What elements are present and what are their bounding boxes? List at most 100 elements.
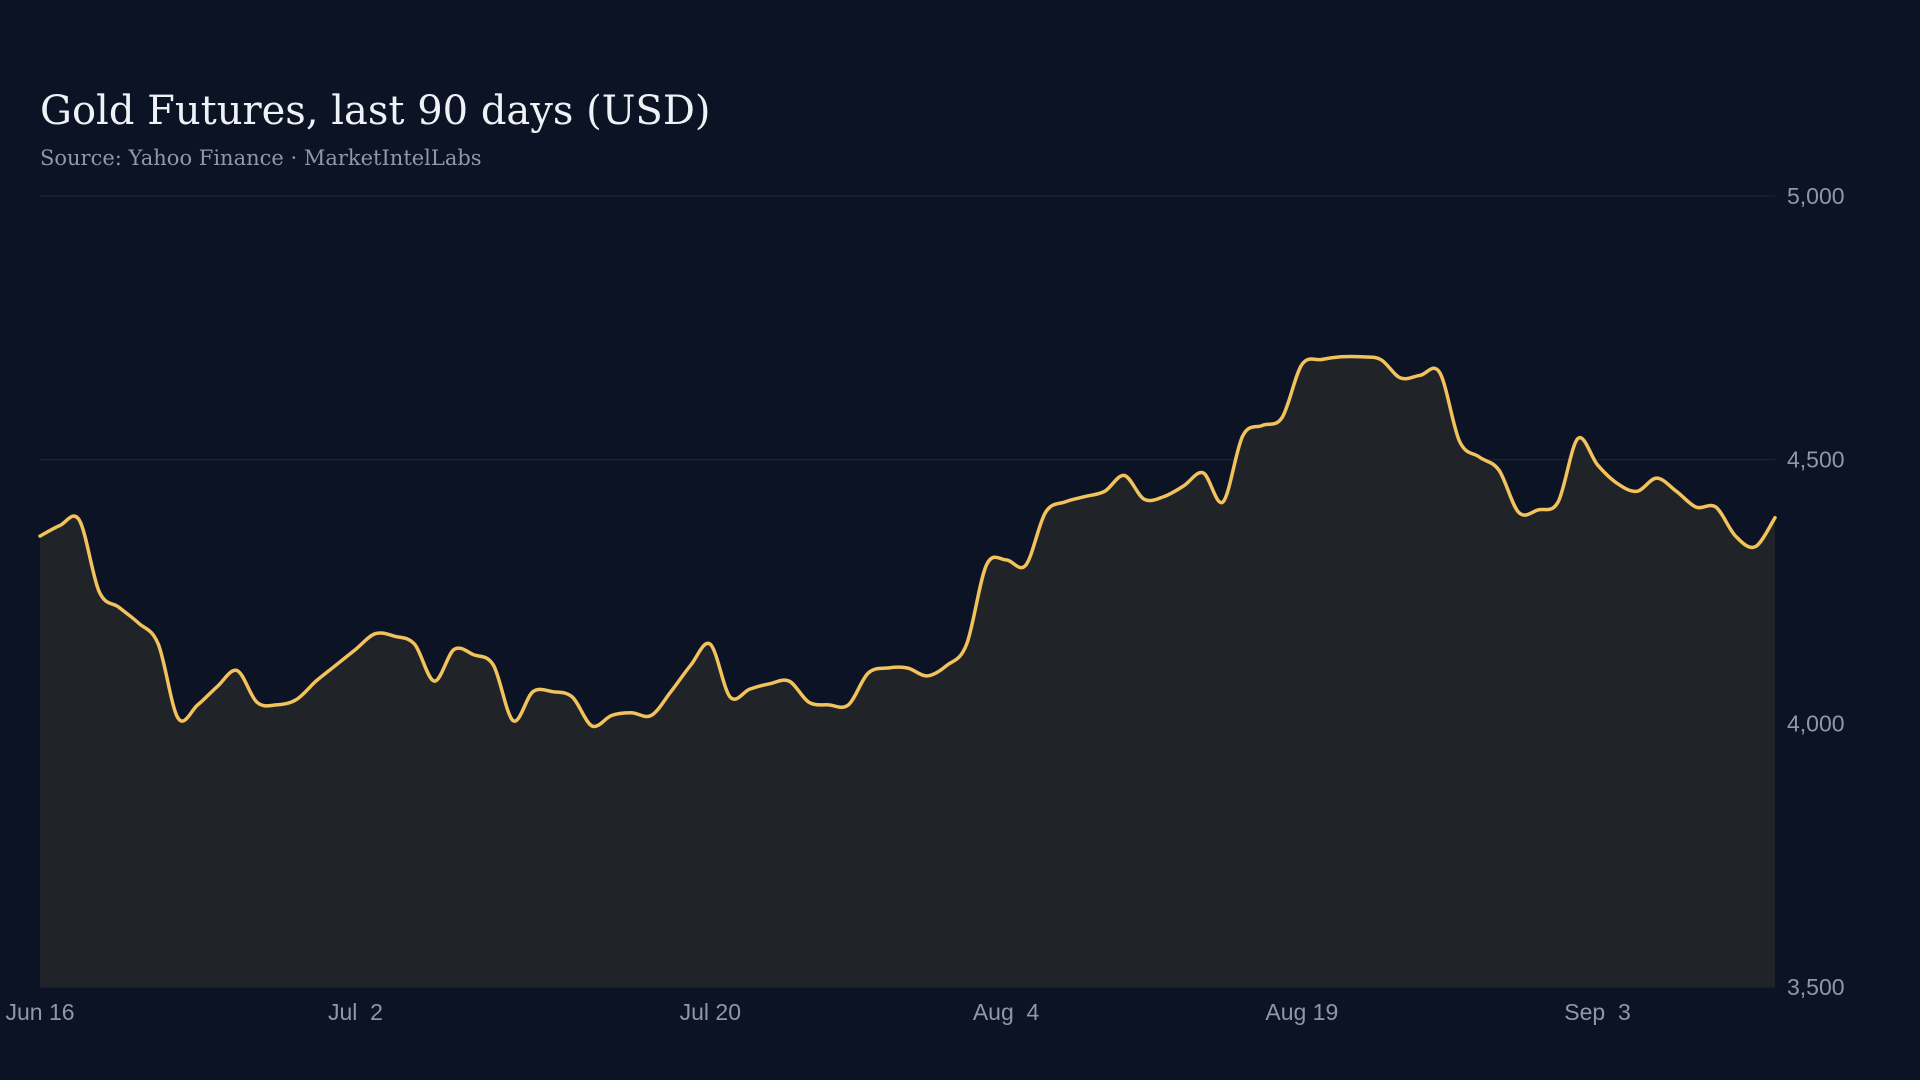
data-point-jul-5	[413, 642, 417, 646]
data-point-jun-30	[314, 679, 318, 683]
y-axis: 3,500 4,000 4,500 5,000	[1787, 183, 1845, 1000]
data-point-sep-10	[1734, 534, 1738, 538]
data-point-aug-7	[1063, 500, 1067, 504]
data-point-jul-14	[590, 724, 594, 728]
data-point-jun-23	[176, 716, 180, 720]
data-point-aug-25	[1418, 373, 1422, 377]
data-point-aug-20	[1320, 358, 1324, 362]
data-point-jul-21	[728, 695, 732, 699]
x-tick-label: Jul 20	[680, 999, 741, 1025]
data-point-jun-22	[156, 642, 160, 646]
data-point-jul-17	[649, 713, 653, 717]
data-point-sep-7	[1674, 489, 1678, 493]
data-point-jul-13	[570, 695, 574, 699]
data-point-jul-12	[551, 690, 555, 694]
data-point-jul-25	[807, 700, 811, 704]
y-tick-label: 3,500	[1787, 974, 1845, 1000]
y-tick-label: 4,000	[1787, 710, 1845, 736]
data-point-aug-9	[1103, 489, 1107, 493]
data-point-aug-18	[1280, 416, 1284, 420]
data-point-jul-15	[610, 713, 614, 717]
data-point-jun-29	[294, 698, 298, 702]
data-point-aug-15	[1221, 500, 1225, 504]
data-point-sep-11	[1753, 545, 1757, 549]
data-point-aug-19	[1300, 363, 1304, 367]
data-point-sep-3	[1596, 463, 1600, 467]
data-point-jul-7	[452, 648, 456, 652]
data-point-jul-24	[787, 679, 791, 683]
data-point-jul-26	[827, 703, 831, 707]
data-point-jul-28	[866, 671, 870, 675]
data-point-jul-22	[748, 687, 752, 691]
data-point-sep-4	[1615, 481, 1619, 485]
price-line	[38, 354, 1777, 729]
data-point-aug-30	[1517, 510, 1521, 514]
x-tick-label: Aug 4	[973, 999, 1040, 1025]
data-point-aug-28	[1477, 455, 1481, 459]
data-point-jul-10	[511, 719, 515, 723]
series-layer	[38, 354, 1777, 987]
data-point-jul-9	[492, 663, 496, 667]
data-point-jun-18	[77, 518, 81, 522]
data-point-aug-1	[945, 663, 949, 667]
x-tick-label: Sep 3	[1564, 999, 1631, 1025]
data-point-jul-29	[886, 666, 890, 670]
data-point-jul-4	[393, 634, 397, 638]
data-point-aug-13	[1182, 484, 1186, 488]
data-point-aug-6	[1044, 510, 1048, 514]
x-tick-label: Aug 19	[1265, 999, 1338, 1025]
data-point-sep-5	[1635, 489, 1639, 493]
data-point-aug-16	[1241, 434, 1245, 438]
data-point-jul-19	[689, 663, 693, 667]
data-point-jul-16	[630, 711, 634, 715]
data-point-aug-4	[1004, 558, 1008, 562]
data-point-aug-2	[965, 642, 969, 646]
data-point-jun-26	[235, 669, 239, 673]
data-point-jun-19	[97, 590, 101, 594]
data-point-aug-10	[1122, 474, 1126, 478]
data-point-aug-11	[1142, 497, 1146, 501]
data-point-sep-6	[1655, 476, 1659, 480]
data-point-aug-23	[1379, 358, 1383, 362]
data-point-jun-21	[137, 621, 141, 625]
data-point-aug-22	[1359, 355, 1363, 359]
data-point-sep-8	[1694, 505, 1698, 509]
x-tick-label: Jun 16	[5, 999, 74, 1025]
x-tick-label: Jul 2	[328, 999, 383, 1025]
data-point-jul-8	[472, 653, 476, 657]
data-point-aug-14	[1201, 471, 1205, 475]
data-point-jun-27	[255, 700, 259, 704]
data-point-jun-24	[196, 703, 200, 707]
chart-subtitle: Source: Yahoo Finance · MarketIntelLabs	[40, 146, 482, 170]
data-point-jul-2	[354, 648, 358, 652]
data-point-sep-12	[1773, 516, 1777, 520]
data-point-jul-31	[925, 674, 929, 678]
data-point-aug-26	[1438, 371, 1442, 375]
data-point-aug-31	[1536, 508, 1540, 512]
data-point-jun-28	[275, 703, 279, 707]
data-point-jun-16	[38, 534, 42, 538]
data-point-jul-6	[432, 679, 436, 683]
data-point-sep-1	[1556, 500, 1560, 504]
data-point-aug-12	[1162, 495, 1166, 499]
y-tick-label: 5,000	[1787, 183, 1845, 209]
data-point-aug-21	[1339, 355, 1343, 359]
data-point-aug-27	[1458, 439, 1462, 443]
data-point-jul-23	[768, 682, 772, 686]
data-point-jul-3	[373, 632, 377, 636]
data-point-jul-30	[906, 666, 910, 670]
data-point-jul-20	[708, 642, 712, 646]
data-point-jul-1	[334, 663, 338, 667]
data-point-aug-24	[1398, 376, 1402, 380]
data-point-jul-11	[531, 690, 535, 694]
data-point-sep-2	[1576, 437, 1580, 441]
chart-title: Gold Futures, last 90 days (USD)	[40, 88, 711, 134]
data-point-jun-20	[117, 605, 121, 609]
x-axis: Jun 16 Jul 2 Jul 20 Aug 4 Aug 19 Sep 3	[5, 999, 1630, 1025]
data-point-jul-27	[846, 703, 850, 707]
data-point-aug-8	[1083, 495, 1087, 499]
data-point-sep-9	[1714, 505, 1718, 509]
y-tick-label: 4,500	[1787, 447, 1845, 473]
